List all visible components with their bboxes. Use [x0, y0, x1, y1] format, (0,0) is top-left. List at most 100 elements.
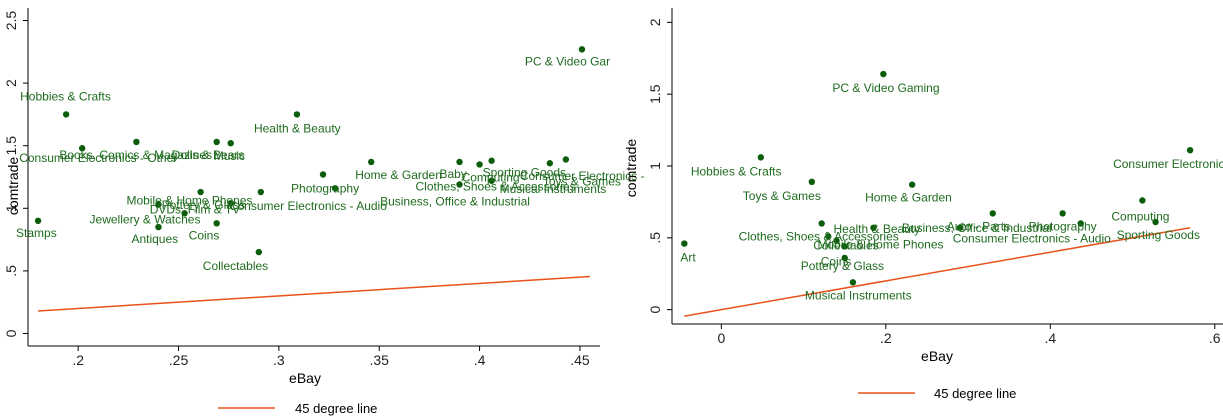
left-data-point [197, 188, 204, 196]
right-data-point [1139, 197, 1146, 204]
right-data-point [757, 154, 765, 161]
right-y-tick-label: 1 [647, 162, 663, 170]
right-point-label: Musical Instruments [805, 288, 912, 302]
left-y-tick-label: 2 [3, 79, 19, 87]
right-point-label: Coins [821, 254, 852, 268]
left-point-label: Music [214, 149, 245, 163]
right-y-axis-title: comtrade [623, 139, 639, 198]
right-point-label: Computing [1111, 209, 1169, 223]
left-data-point [456, 158, 463, 166]
left-y-tick-label: 1 [3, 204, 19, 212]
left-point-label: Collectables [203, 259, 268, 273]
left-x-tick-label: .45 [570, 352, 590, 368]
right-point-label: Collectables [813, 238, 878, 252]
left-point-label: Mobile & Home Phones [126, 194, 252, 208]
left-points [34, 46, 586, 256]
right-point-label: PC & Video Gaming [832, 81, 939, 95]
left-point-label: Stamps [16, 226, 57, 240]
right-y-tick-label: 0 [647, 306, 663, 314]
left-data-point [476, 161, 483, 168]
right-legend-label: 45 degree line [934, 386, 1016, 401]
left-point-label: Dolls & Bears [172, 148, 245, 162]
left-point-label: Toys & Games [543, 174, 621, 188]
right-point-label: Clothes, Shoes & Accessories [739, 229, 899, 243]
left-point-label: DVDs, Film & TV [150, 202, 240, 216]
right-point-label: Home & Garden [865, 191, 952, 205]
left-point-label: Consumer Electronics - [520, 169, 645, 183]
left-point-label: Consumer Electronics - Audio [229, 199, 387, 213]
left-45-degree-line [37, 275, 591, 312]
left-data-point [34, 217, 42, 225]
left-x-tick-label: .3 [273, 352, 285, 368]
right-scatter-plot: 0 .2 .4 .6 0 .5 1 1.5 2 Art Hobbies & Crafts Toys … [623, 8, 1223, 401]
right-data-point [1186, 147, 1194, 154]
left-point-label: Business, Office & Industrial [380, 194, 530, 208]
left-data-point [456, 181, 463, 188]
left-point-label: Health & Beauty [254, 121, 341, 135]
left-point-label: Home & Garden [355, 168, 442, 182]
right-x-tick-label: .6 [1209, 330, 1221, 346]
left-y-tick-label: 2.5 [3, 11, 19, 31]
left-y-tick-label: 1.5 [3, 136, 19, 156]
right-data-point [833, 237, 840, 244]
left-data-point [227, 200, 234, 207]
left-x-tick-label: .4 [474, 352, 486, 368]
left-x-axis-title: eBay [289, 370, 321, 386]
right-data-point [956, 224, 964, 231]
left-line-layer [37, 275, 591, 312]
left-point-label: Hobbies & Crafts [20, 89, 111, 103]
left-point-label: Computing [462, 170, 520, 184]
left-x-tick-label: .2 [72, 352, 84, 368]
right-point-label: Pottery & Glass [801, 259, 884, 273]
left-data-point [181, 210, 188, 217]
right-data-point [841, 254, 848, 262]
right-point-label: Consumer Electronics - V [1113, 157, 1223, 171]
right-point-label: Photography [1029, 219, 1097, 233]
left-data-point [578, 46, 586, 53]
left-data-point [488, 157, 495, 164]
right-data-point [681, 240, 688, 247]
right-data-point [818, 220, 825, 227]
left-point-labels: Stamps Hobbies & Crafts Consumer Electroni… [16, 54, 645, 273]
left-point-label: Pottery & Glass [162, 198, 245, 212]
right-line-layer [684, 227, 1191, 317]
right-y-tick-label: 2 [647, 18, 663, 26]
right-data-point [908, 181, 916, 188]
left-legend-label: 45 degree line [295, 401, 377, 416]
right-data-point [808, 178, 816, 185]
right-y-tick-label: 1.5 [647, 84, 663, 104]
left-data-point [213, 138, 220, 146]
left-y-tick-label: 0 [3, 329, 19, 337]
left-data-point [546, 160, 554, 167]
right-45-degree-line [684, 227, 1191, 317]
left-point-label: Clothes, Shoes & Accessories [416, 180, 576, 194]
right-point-label: Health & Beauty [833, 222, 920, 236]
left-point-label: Sporting Goods [483, 166, 566, 180]
left-data-point [293, 111, 301, 118]
left-point-label: Antiques [131, 232, 178, 246]
right-point-labels: Art Hobbies & Crafts Toys & Games Clothes, … [680, 81, 1223, 302]
right-x-tick-label: .4 [1044, 330, 1056, 346]
right-data-point [1077, 220, 1084, 227]
right-legend: 45 degree line [858, 386, 1016, 401]
right-data-point [1152, 218, 1159, 226]
right-point-label: Auto - Parts [947, 219, 1010, 233]
right-x-tick-label: 0 [717, 330, 725, 346]
left-data-point [227, 140, 234, 147]
left-data-point [331, 185, 339, 192]
right-points [681, 70, 1194, 286]
right-data-point [849, 279, 857, 286]
right-data-point [870, 224, 877, 231]
right-data-point [880, 70, 887, 78]
left-axes [27, 8, 600, 347]
right-point-label: Hobbies & Crafts [691, 164, 782, 178]
left-x-tick-label: .25 [169, 352, 189, 368]
left-data-point [562, 156, 570, 163]
left-point-label: Books, Comics & Magazines [59, 148, 212, 162]
left-point-label: Coins [189, 228, 220, 242]
right-data-point [825, 233, 832, 240]
right-data-point [841, 243, 848, 250]
left-y-tick-label: .5 [3, 265, 19, 277]
right-point-label: Consumer Electronics - Audio [953, 231, 1111, 245]
